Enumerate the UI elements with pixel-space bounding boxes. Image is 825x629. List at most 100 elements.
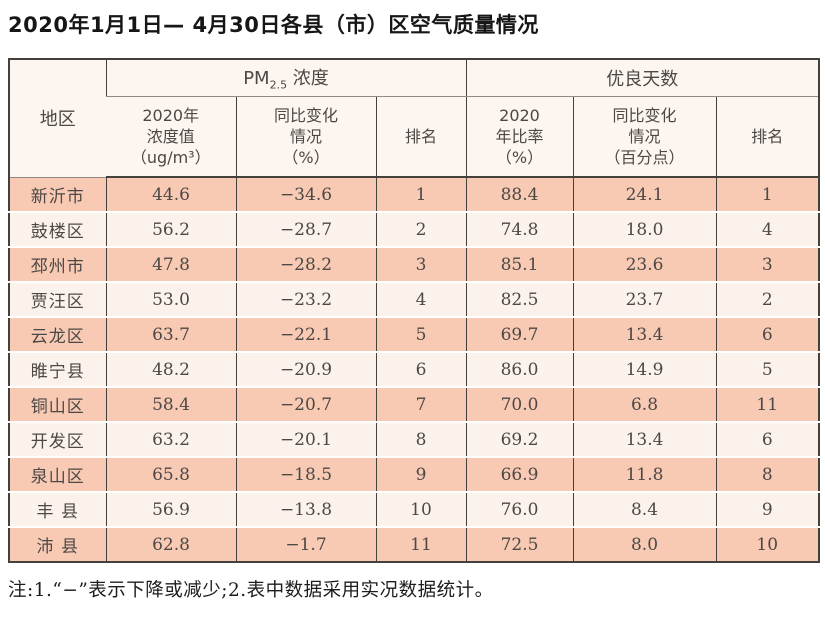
good-change-cell: 11.8: [572, 456, 716, 492]
pm-value-cell: 48.2: [105, 351, 236, 387]
good-ratio-cell: 69.2: [465, 421, 573, 457]
good-ratio-cell: 72.5: [465, 526, 573, 562]
pm-rank-cell: 10: [375, 491, 466, 527]
pm-change-cell: −13.8: [235, 491, 376, 527]
good-rank-cell: 3: [715, 246, 819, 282]
good-change-cell: 24.1: [572, 177, 716, 212]
table-body: 新沂市 44.6 −34.6 1 88.4 24.1 1 鼓楼区 56.2 −28.7 2 74.8 1…: [9, 177, 819, 562]
good-ratio-cell: 69.7: [465, 316, 573, 352]
region-cell: 鼓楼区: [9, 211, 106, 247]
pm-change-cell: −28.7: [235, 211, 376, 247]
pm-change-cell: −20.9: [235, 351, 376, 387]
pm-value-cell: 47.8: [105, 246, 236, 282]
good-rank-cell: 6: [715, 421, 819, 457]
region-cell: 泉山区: [9, 456, 106, 492]
pm-rank-cell: 11: [375, 526, 466, 562]
pm-rank-cell: 9: [375, 456, 466, 492]
pm-change-cell: −1.7: [235, 526, 376, 562]
pm-rank-cell: 7: [375, 386, 466, 422]
pm-change-cell: −34.6: [235, 177, 376, 212]
table-row: 开发区 63.2 −20.1 8 69.2 13.4 6: [9, 421, 819, 457]
good-rank-cell: 8: [715, 456, 819, 492]
header-pm-group: PM2.5 浓度: [105, 59, 466, 97]
good-ratio-cell: 86.0: [465, 351, 573, 387]
good-ratio-cell: 88.4: [465, 177, 573, 212]
region-cell: 云龙区: [9, 316, 106, 352]
pm-change-cell: −20.1: [235, 421, 376, 457]
pm-label-rest: 浓度: [287, 67, 329, 89]
header-good-ratio: 2020 年比率 （%）: [465, 96, 573, 178]
region-cell: 邳州市: [9, 246, 106, 282]
pm-value-cell: 63.7: [105, 316, 236, 352]
pm-value-cell: 53.0: [105, 281, 236, 317]
footnote: 注:1.“−”表示下降或减少;2.表中数据采用实况数据统计。: [8, 580, 494, 601]
header-pm-rank: 排名: [375, 96, 466, 178]
pm-value-cell: 63.2: [105, 421, 236, 457]
header-pm-value: 2020年 浓度值 （ug/m³）: [106, 96, 236, 178]
pm-label-base: PM: [243, 67, 270, 89]
pm-value-cell: 56.9: [105, 491, 236, 527]
good-ratio-cell: 82.5: [465, 281, 573, 317]
good-ratio-cell: 74.8: [465, 211, 573, 247]
good-rank-cell: 11: [715, 386, 819, 422]
pm-change-cell: −28.2: [235, 246, 376, 282]
good-change-cell: 8.4: [572, 491, 716, 527]
region-cell: 贾汪区: [9, 281, 106, 317]
good-ratio-cell: 85.1: [465, 246, 573, 282]
table-row: 云龙区 63.7 −22.1 5 69.7 13.4 6: [9, 316, 819, 352]
table-row: 泉山区 65.8 −18.5 9 66.9 11.8 8: [9, 456, 819, 492]
good-change-cell: 23.6: [572, 246, 716, 282]
pm-rank-cell: 3: [375, 246, 466, 282]
good-rank-cell: 2: [715, 281, 819, 317]
good-rank-cell: 5: [715, 351, 819, 387]
good-rank-cell: 6: [715, 316, 819, 352]
table-row: 睢宁县 48.2 −20.9 6 86.0 14.9 5: [9, 351, 819, 387]
good-change-cell: 13.4: [572, 316, 716, 352]
pm-value-cell: 62.8: [105, 526, 236, 562]
table-row: 丰 县 56.9 −13.8 10 76.0 8.4 9: [9, 491, 819, 527]
table-row: 新沂市 44.6 −34.6 1 88.4 24.1 1: [9, 177, 819, 212]
page-title: 2020年1月1日— 4月30日各县（市）区空气质量情况: [8, 13, 539, 37]
table-header: 地区 PM2.5 浓度 优良天数 2020年 浓度值 （ug/m³） 同比变化 …: [9, 59, 819, 178]
pm-value-cell: 56.2: [105, 211, 236, 247]
table-row: 沛 县 62.8 −1.7 11 72.5 8.0 10: [9, 526, 819, 562]
good-rank-cell: 10: [715, 526, 819, 562]
pm-rank-cell: 6: [375, 351, 466, 387]
good-rank-cell: 1: [715, 177, 819, 212]
region-cell: 新沂市: [9, 177, 106, 212]
good-rank-cell: 4: [715, 211, 819, 247]
table-row: 邳州市 47.8 −28.2 3 85.1 23.6 3: [9, 246, 819, 282]
good-change-cell: 14.9: [572, 351, 716, 387]
region-cell: 沛 县: [9, 526, 106, 562]
header-good-change: 同比变化 情况 （百分点）: [572, 96, 716, 178]
pm-value-cell: 65.8: [105, 456, 236, 492]
pm-change-cell: −18.5: [235, 456, 376, 492]
table-row: 铜山区 58.4 −20.7 7 70.0 6.8 11: [9, 386, 819, 422]
good-change-cell: 18.0: [572, 211, 716, 247]
good-change-cell: 6.8: [572, 386, 716, 422]
region-cell: 丰 县: [9, 491, 106, 527]
good-ratio-cell: 70.0: [465, 386, 573, 422]
table-row: 贾汪区 53.0 −23.2 4 82.5 23.7 2: [9, 281, 819, 317]
header-good-days-group: 优良天数: [465, 59, 819, 97]
good-change-cell: 8.0: [572, 526, 716, 562]
region-cell: 开发区: [9, 421, 106, 457]
pm-value-cell: 58.4: [105, 386, 236, 422]
good-ratio-cell: 76.0: [465, 491, 573, 527]
region-cell: 睢宁县: [9, 351, 106, 387]
table-row: 鼓楼区 56.2 −28.7 2 74.8 18.0 4: [9, 211, 819, 247]
air-quality-table: 地区 PM2.5 浓度 优良天数 2020年 浓度值 （ug/m³） 同比变化 …: [8, 58, 820, 563]
pm-rank-cell: 8: [375, 421, 466, 457]
header-region: 地区: [9, 59, 106, 178]
pm-rank-cell: 5: [375, 316, 466, 352]
good-change-cell: 23.7: [572, 281, 716, 317]
region-cell: 铜山区: [9, 386, 106, 422]
pm-rank-cell: 1: [375, 177, 466, 212]
pm-rank-cell: 4: [375, 281, 466, 317]
good-rank-cell: 9: [715, 491, 819, 527]
good-change-cell: 13.4: [572, 421, 716, 457]
pm-change-cell: −20.7: [235, 386, 376, 422]
pm-change-cell: −23.2: [235, 281, 376, 317]
pm-value-cell: 44.6: [105, 177, 236, 212]
pm-rank-cell: 2: [375, 211, 466, 247]
